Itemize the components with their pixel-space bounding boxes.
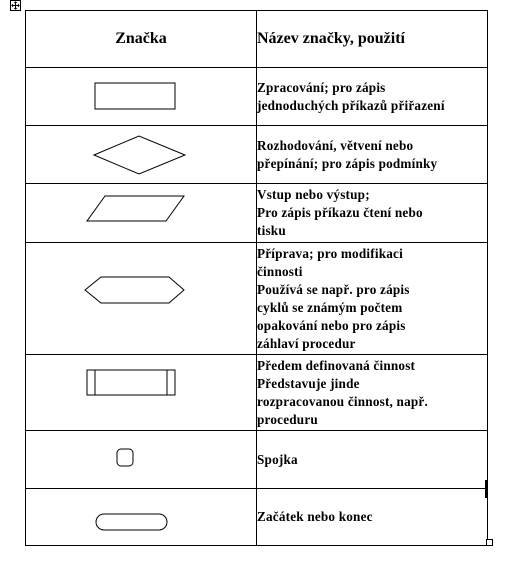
description-cell: Spojka [256, 430, 488, 489]
symbol-cell [25, 354, 257, 431]
symbol-cell [25, 125, 257, 184]
table-row: Začátek nebo konec [25, 488, 488, 546]
preparation-hexagon-icon [84, 276, 185, 304]
description-cell: Předem definovaná činnost Představuje ji… [256, 354, 488, 431]
description-cell: Zpracování; pro zápis jednoduchých příka… [256, 67, 488, 126]
symbol-cell [25, 67, 257, 126]
table-move-handle-icon[interactable] [10, 0, 21, 11]
symbol-cell [25, 430, 257, 489]
process-rectangle-icon [94, 82, 176, 110]
description-cell: Rozhodování, větvení nebo přepínání; pro… [256, 125, 488, 184]
symbol-cell [25, 183, 257, 243]
terminator-icon [95, 513, 168, 531]
header-name-usage: Název značky, použití [256, 10, 488, 68]
table-row: Rozhodování, větvení nebo přepínání; pro… [25, 125, 488, 184]
flowchart-symbols-table: Značka Název značky, použití Zpracování;… [25, 10, 488, 546]
table-header-row: Značka Název značky, použití [25, 10, 488, 68]
table-row: Vstup nebo výstup; Pro zápis příkazu čte… [25, 183, 488, 243]
table-row: Předem definovaná činnost Představuje ji… [25, 354, 488, 431]
table-row: Zpracování; pro zápis jednoduchých příka… [25, 67, 488, 126]
table-resize-handle[interactable] [486, 539, 493, 546]
header-symbol: Značka [25, 10, 257, 68]
text-cursor [485, 480, 488, 498]
description-cell: Začátek nebo konec [256, 488, 488, 546]
connector-icon [116, 448, 134, 467]
decision-diamond-icon [92, 135, 187, 175]
description-cell: Vstup nebo výstup; Pro zápis příkazu čte… [256, 183, 488, 243]
symbol-cell [25, 242, 257, 355]
predefined-process-icon [86, 369, 176, 396]
table-row: Spojka [25, 430, 488, 489]
symbol-cell [25, 488, 257, 546]
description-cell: Příprava; pro modifikaci činnosti Použív… [256, 242, 488, 355]
input-output-parallelogram-icon [86, 195, 185, 222]
table-row: Příprava; pro modifikaci činnosti Použív… [25, 242, 488, 355]
